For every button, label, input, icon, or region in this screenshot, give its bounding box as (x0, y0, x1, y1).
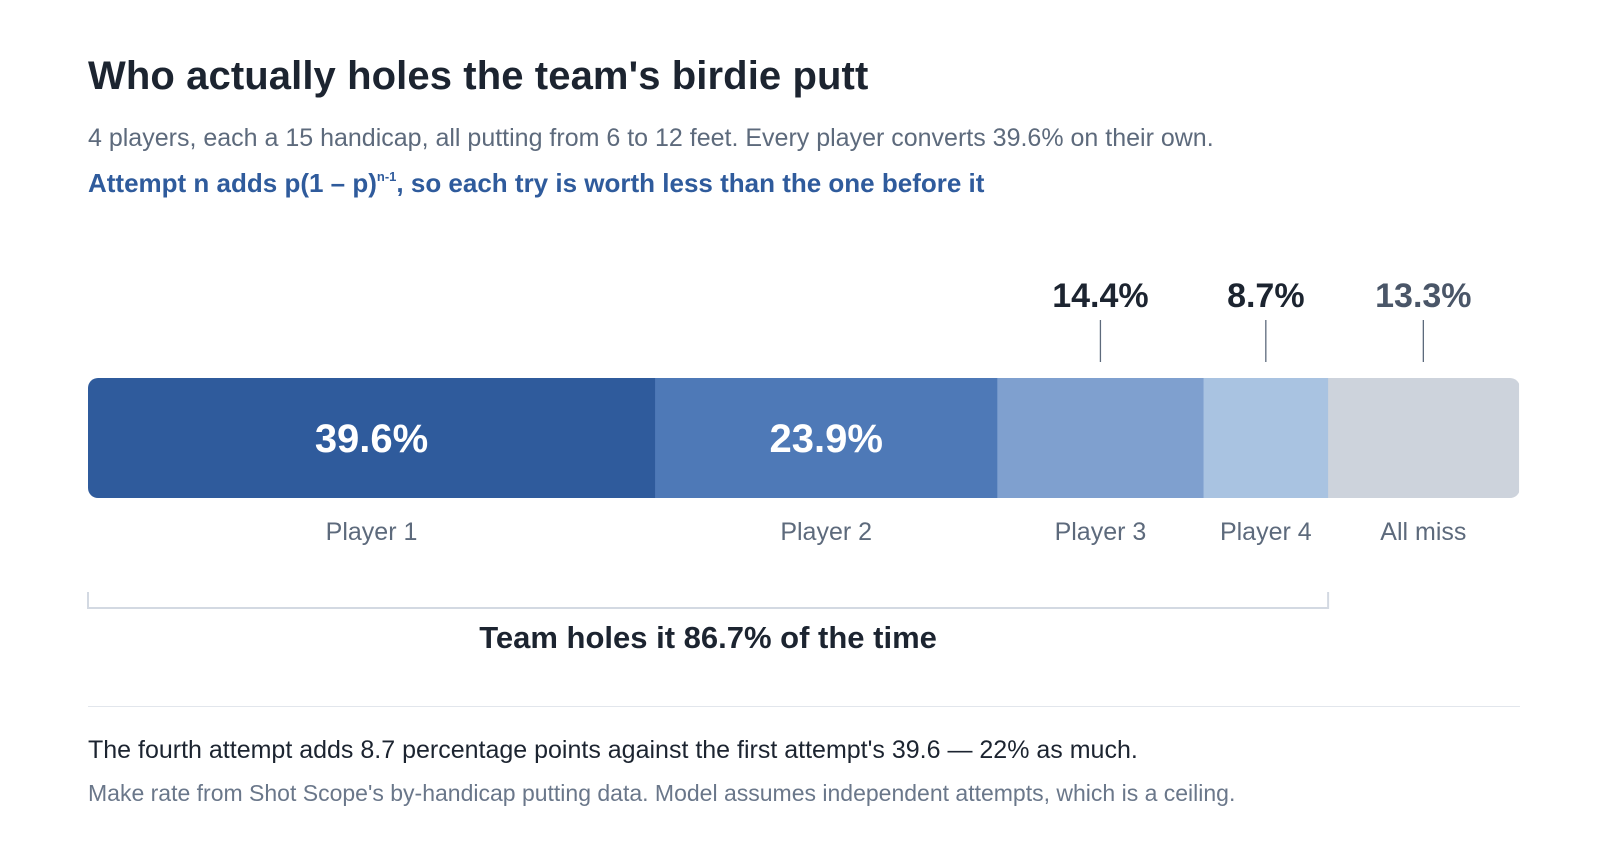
category-label: Player 3 (1055, 518, 1147, 546)
value-label: 13.3% (1375, 277, 1471, 315)
bar-segment (655, 378, 998, 498)
bar-segment (1203, 378, 1329, 498)
footer-note: The fourth attempt adds 8.7 percentage p… (88, 736, 1138, 764)
category-label: All miss (1380, 518, 1466, 546)
formula-annotation: Attempt n adds p(1 – p)n-1, so each try … (88, 168, 984, 199)
formula-text-rest: , so each try is worth less than the one… (396, 168, 985, 198)
value-label: 39.6% (315, 417, 428, 461)
bar-segment (1328, 378, 1520, 498)
team-bracket (87, 592, 1330, 609)
formula-superscript: n-1 (376, 169, 397, 184)
value-label: 14.4% (1052, 277, 1148, 315)
category-label: Player 2 (780, 518, 872, 546)
category-label: Player 4 (1220, 518, 1312, 546)
category-label: Player 1 (326, 518, 418, 546)
bar-segments (88, 378, 1520, 498)
source-note: Make rate from Shot Scope's by-handicap … (88, 780, 1236, 806)
chart-subtitle: 4 players, each a 15 handicap, all putti… (88, 124, 1214, 152)
bar-segment (88, 378, 656, 498)
chart-title: Who actually holes the team's birdie put… (88, 54, 869, 98)
bar-segment (997, 378, 1205, 498)
bracket-label: Team holes it 86.7% of the time (479, 620, 937, 655)
stacked-bar-chart: 39.6% Player 1 23.9% Player 2 14.4% Player 3 8… (87, 277, 1520, 655)
value-label: 8.7% (1227, 277, 1305, 315)
value-label: 23.9% (769, 417, 882, 461)
footer-divider (88, 706, 1520, 707)
formula-text-main: Attempt n adds p(1 – p) (88, 168, 377, 198)
